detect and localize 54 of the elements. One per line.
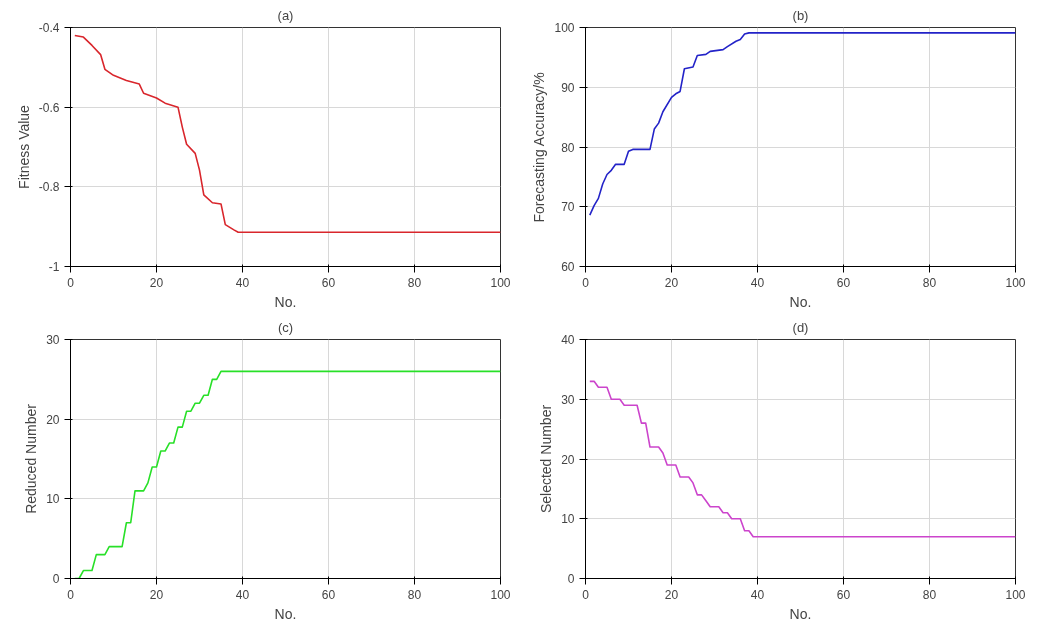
y-tick-label: 30: [46, 333, 60, 347]
y-tick-label: 60: [561, 260, 575, 274]
y-tick-label: 80: [561, 140, 575, 155]
y-tick-label: 70: [561, 200, 575, 215]
x-tick-label: 40: [750, 275, 765, 290]
x-tick-label: 40: [235, 275, 250, 290]
x-tick-label: 100: [490, 587, 511, 602]
y-tick-label: 0: [52, 572, 60, 586]
x-axis-title: No.: [274, 293, 297, 310]
y-tick-label: -0.6: [38, 100, 60, 115]
chart-title: (b): [792, 7, 809, 23]
x-tick-label: 100: [490, 275, 511, 290]
y-tick-label: -0.4: [38, 21, 60, 35]
x-tick-label: 20: [664, 587, 679, 602]
x-tick-label: 20: [149, 587, 164, 602]
x-tick-label: 40: [750, 587, 765, 602]
x-tick-label: 60: [321, 587, 336, 602]
y-tick-label: 90: [561, 80, 575, 95]
y-axis-title: Forecasting Accuracy/%: [531, 72, 548, 223]
x-tick-label: 60: [321, 275, 336, 290]
x-tick-label: 0: [582, 275, 590, 290]
y-axis-title: Reduced Number: [23, 403, 40, 514]
y-tick-label: 10: [561, 512, 575, 527]
y-axis-title: Fitness Value: [15, 104, 32, 189]
x-tick-label: 100: [1005, 587, 1026, 602]
x-tick-label: 80: [407, 275, 422, 290]
y-tick-label: -1: [48, 260, 60, 274]
x-axis-title: No.: [789, 605, 812, 622]
chart-title: (d): [792, 319, 809, 335]
y-tick-label: 20: [46, 412, 60, 427]
x-tick-label: 60: [836, 587, 851, 602]
x-axis-title: No.: [274, 605, 297, 622]
x-tick-label: 20: [664, 275, 679, 290]
x-tick-label: 80: [407, 587, 422, 602]
y-tick-label: -0.8: [38, 180, 60, 195]
y-tick-label: 0: [567, 572, 575, 586]
x-tick-label: 20: [149, 275, 164, 290]
y-tick-label: 20: [561, 452, 575, 467]
x-tick-label: 40: [235, 587, 250, 602]
y-tick-label: 10: [46, 492, 60, 507]
x-tick-label: 80: [922, 587, 937, 602]
chart-title: (a): [277, 7, 294, 23]
y-axis-title: Selected Number: [538, 404, 555, 514]
x-tick-label: 0: [67, 587, 75, 602]
x-tick-label: 100: [1005, 275, 1026, 290]
x-tick-label: 80: [922, 275, 937, 290]
y-tick-label: 100: [554, 21, 575, 35]
x-axis-title: No.: [789, 293, 812, 310]
y-tick-label: 40: [561, 333, 575, 347]
x-tick-label: 0: [582, 587, 590, 602]
x-tick-label: 60: [836, 275, 851, 290]
chart-title: (c): [277, 319, 294, 335]
x-tick-label: 0: [67, 275, 75, 290]
y-tick-label: 30: [561, 392, 575, 407]
